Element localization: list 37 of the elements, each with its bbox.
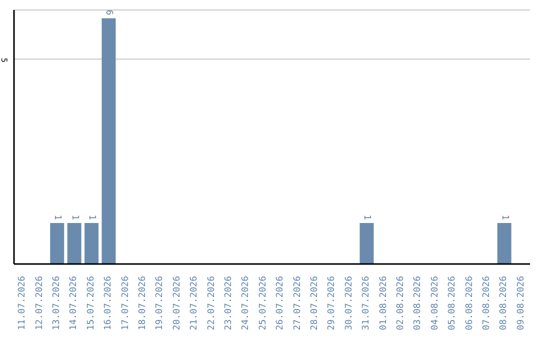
- x-tick-label: 26.07.2026: [276, 276, 286, 330]
- x-tick-label: 24.07.2026: [241, 276, 252, 330]
- x-tick-label: 06.08.2026: [464, 276, 475, 330]
- x-tick-label: 17.07.2026: [120, 276, 131, 330]
- data-label: 1: [69, 214, 80, 220]
- x-tick-label: 04.08.2026: [430, 276, 440, 330]
- data-label: 1: [362, 214, 372, 220]
- x-tick-label: 01.08.2026: [378, 276, 389, 330]
- x-tick-label: 21.07.2026: [190, 276, 200, 330]
- data-label: 1: [52, 214, 62, 220]
- x-tick-label: 20.07.2026: [172, 276, 182, 330]
- x-tick-label: 16.07.2026: [104, 276, 114, 330]
- x-tick-label: 23.07.2026: [224, 276, 234, 330]
- x-tick-label: 07.08.2026: [482, 276, 492, 330]
- x-tick-label: 30.07.2026: [344, 276, 354, 330]
- x-tick-label: 22.07.2026: [206, 276, 217, 330]
- x-tick-label: 27.07.2026: [292, 276, 303, 330]
- x-tick-label: 03.08.2026: [413, 276, 424, 330]
- x-tick-label: 15.07.2026: [86, 276, 96, 330]
- x-tick-label: 29.07.2026: [327, 276, 338, 330]
- x-tick-label: 11.07.2026: [18, 276, 28, 330]
- y-tick-label: 5: [0, 58, 8, 63]
- x-tick-label: 19.07.2026: [155, 276, 166, 330]
- x-tick-label: 09.08.2026: [516, 276, 526, 330]
- x-tick-label: 31.07.2026: [362, 276, 372, 330]
- data-label: 6: [104, 10, 114, 16]
- x-tick-label: 28.07.2026: [310, 276, 320, 330]
- x-tick-label: 12.07.2026: [34, 276, 45, 330]
- x-tick-label: 14.07.2026: [69, 276, 80, 330]
- x-tick-label: 25.07.2026: [258, 276, 268, 330]
- data-label: 1: [86, 214, 97, 220]
- x-tick-label: 18.07.2026: [138, 276, 148, 330]
- x-tick-label: 02.08.2026: [396, 276, 406, 330]
- x-tick-label: 13.07.2026: [52, 276, 62, 330]
- x-tick-label: 08.08.2026: [499, 276, 510, 330]
- x-tick-label: 05.08.2026: [448, 276, 458, 330]
- data-label: 1: [499, 214, 510, 220]
